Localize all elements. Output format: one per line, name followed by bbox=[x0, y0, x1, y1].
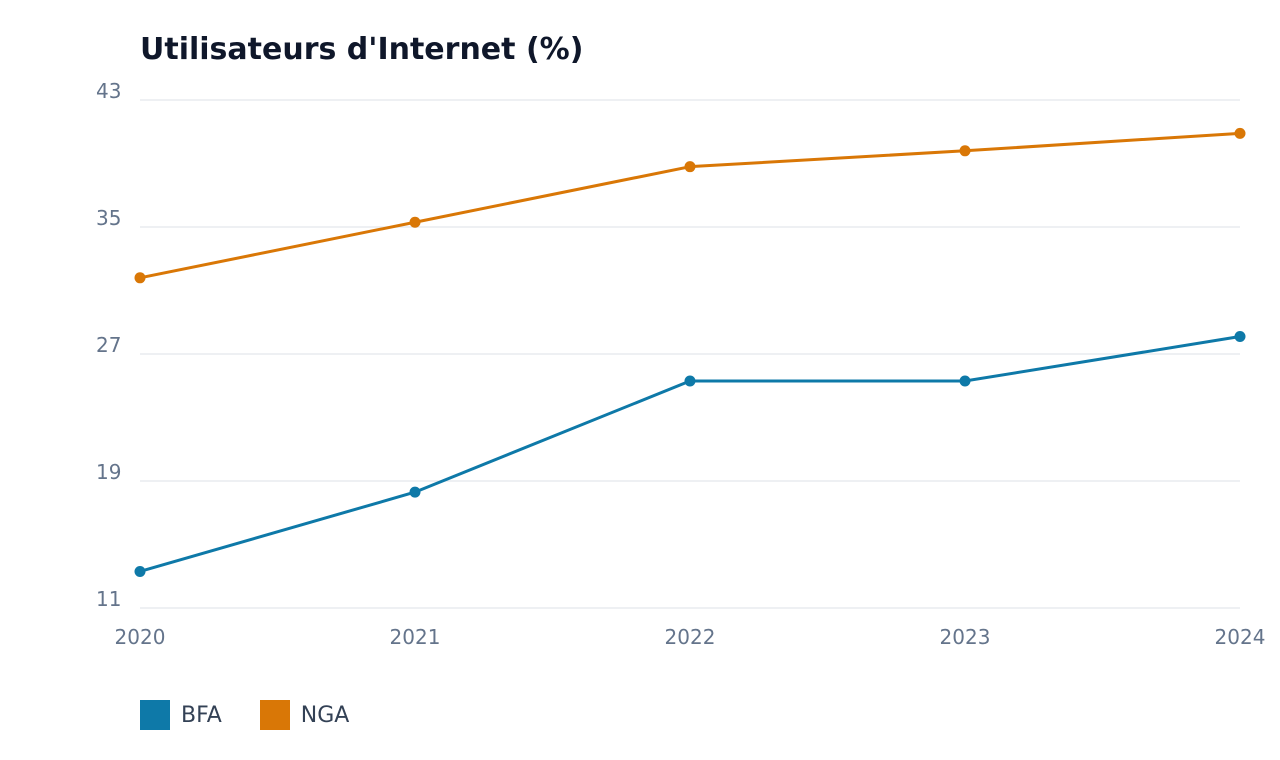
data-point-bfa[interactable] bbox=[684, 375, 696, 387]
legend: BFA NGA bbox=[140, 700, 387, 730]
legend-swatch-bfa bbox=[140, 700, 170, 730]
x-tick-label: 2021 bbox=[390, 625, 441, 649]
x-tick-label: 2020 bbox=[115, 625, 166, 649]
legend-swatch-nga bbox=[259, 700, 290, 730]
series-lines bbox=[134, 127, 1246, 577]
data-point-nga[interactable] bbox=[1234, 127, 1246, 139]
y-tick-label: 35 bbox=[96, 206, 121, 230]
legend-label-bfa: BFA bbox=[181, 702, 222, 728]
data-point-bfa[interactable] bbox=[1234, 331, 1246, 343]
data-point-bfa[interactable] bbox=[959, 375, 971, 387]
y-tick-label: 11 bbox=[96, 587, 121, 611]
data-point-bfa[interactable] bbox=[409, 486, 421, 498]
chart-title: Utilisateurs d'Internet (%) bbox=[140, 32, 584, 67]
legend-label-nga: NGA bbox=[300, 702, 350, 728]
legend-item-bfa[interactable]: BFA bbox=[140, 700, 222, 730]
data-point-nga[interactable] bbox=[959, 145, 971, 157]
y-axis-ticks: 11 19 27 35 43 bbox=[96, 79, 121, 611]
x-axis-ticks: 2020 2021 2022 2023 2024 bbox=[115, 625, 1266, 649]
data-point-nga[interactable] bbox=[409, 216, 421, 228]
data-point-nga[interactable] bbox=[134, 272, 146, 284]
y-tick-label: 27 bbox=[96, 333, 121, 357]
data-point-nga[interactable] bbox=[684, 161, 696, 173]
x-tick-label: 2022 bbox=[665, 625, 716, 649]
series-line-bfa bbox=[138, 335, 1242, 573]
y-tick-label: 19 bbox=[96, 460, 121, 484]
y-tick-label: 43 bbox=[96, 79, 121, 103]
x-tick-label: 2023 bbox=[940, 625, 991, 649]
legend-item-nga[interactable]: NGA bbox=[259, 700, 350, 730]
series-line-nga bbox=[138, 131, 1242, 280]
gridlines bbox=[140, 99, 1240, 609]
data-point-bfa[interactable] bbox=[134, 565, 146, 577]
x-tick-label: 2024 bbox=[1215, 625, 1266, 649]
